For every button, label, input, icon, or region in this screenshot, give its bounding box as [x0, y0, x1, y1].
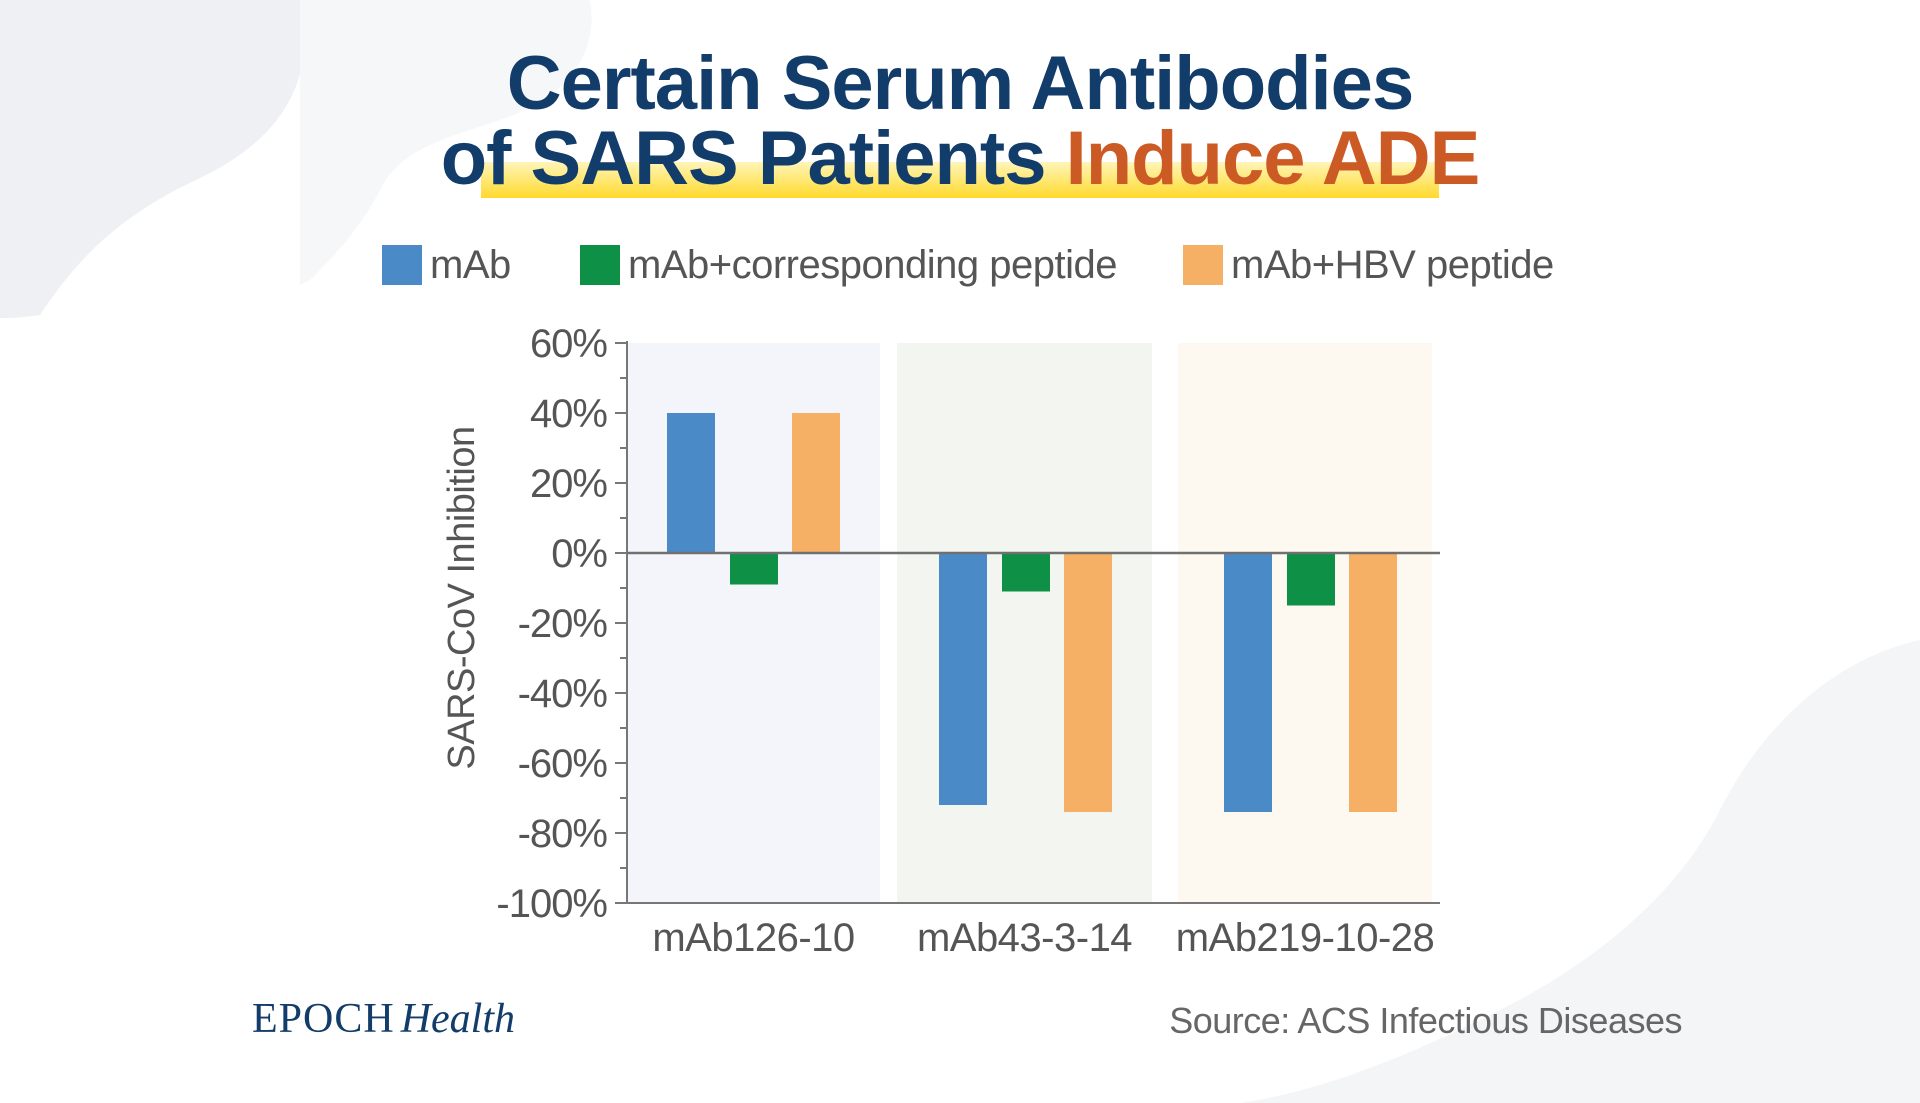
y-tick-label: 40% [530, 392, 607, 436]
x-tick-label: mAb43-3-14 [917, 916, 1132, 960]
bar-mab126-10-1 [667, 413, 715, 553]
legend-item-corresponding-peptide: mAb+corresponding peptide [580, 240, 1117, 290]
y-axis-title: SARS-CoV Inhibition [441, 426, 483, 769]
y-tick-label: -100% [496, 882, 607, 926]
legend-swatch-corresponding-peptide [580, 245, 620, 285]
bar-mab43-3-14-3 [1064, 553, 1112, 812]
page-title-line2: of SARS Patients Induce ADE [0, 121, 1920, 197]
bar-mab43-3-14-1 [939, 553, 987, 805]
legend-swatch-hbv-peptide [1183, 245, 1223, 285]
x-tick-label: mAb219-10-28 [1176, 916, 1435, 960]
y-tick-label: 60% [530, 322, 607, 366]
y-tick-label: -60% [518, 742, 608, 786]
source-note: Source: ACS Infectious Diseases [1169, 1000, 1682, 1041]
bar-mab219-10-28-2 [1287, 553, 1335, 606]
y-tick-label: 0% [551, 532, 607, 576]
page-title-line1: Certain Serum Antibodies [506, 41, 1414, 126]
y-tick-label: -80% [518, 812, 608, 856]
y-tick-label: -20% [518, 602, 608, 646]
title-highlight [481, 162, 1439, 198]
bar-mab126-10-3 [792, 413, 840, 553]
chart-legend: mAb mAb+corresponding peptide mAb+HBV pe… [0, 240, 1920, 290]
y-tick-label: -40% [518, 672, 608, 716]
title-line2-prefix: of SARS Patients [440, 116, 1066, 201]
legend-item-hbv-peptide: mAb+HBV peptide [1183, 240, 1554, 290]
legend-label-hbv-peptide: mAb+HBV peptide [1231, 242, 1554, 287]
category-background-2 [897, 343, 1152, 903]
bar-mab126-10-2 [730, 553, 778, 585]
y-tick-label: 20% [530, 462, 607, 506]
x-tick-label: mAb126-10 [652, 916, 854, 960]
brand-logo: EPOCH Health [252, 995, 515, 1043]
bar-mab219-10-28-1 [1224, 553, 1272, 812]
legend-label-mab: mAb [430, 242, 511, 287]
legend-swatch-mab [382, 245, 422, 285]
title-line2-accent: Induce ADE [1065, 116, 1481, 201]
bar-mab219-10-28-3 [1349, 553, 1397, 812]
legend-item-mab: mAb [382, 240, 511, 290]
category-background-1 [627, 343, 880, 903]
brand-name-epoch: EPOCH [252, 996, 395, 1042]
brand-name-health: Health [400, 996, 516, 1042]
legend-label-corresponding-peptide: mAb+corresponding peptide [628, 242, 1117, 287]
bar-mab43-3-14-2 [1002, 553, 1050, 592]
